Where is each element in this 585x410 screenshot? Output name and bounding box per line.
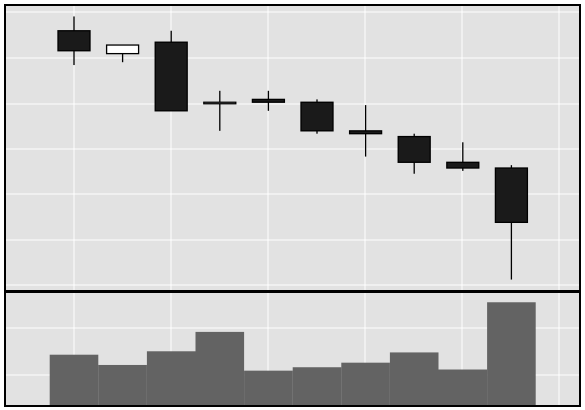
volume-panel [4, 291, 581, 407]
volume-bar [487, 302, 536, 406]
candle-body [300, 101, 334, 132]
volume-panel-border [4, 291, 581, 407]
candle-body [348, 130, 383, 135]
volume-bar [292, 367, 342, 406]
candle-body [494, 167, 529, 224]
volume-bar [389, 352, 439, 406]
volume-bar [341, 362, 390, 406]
volume-bar [244, 370, 293, 406]
volume-bar [49, 354, 99, 406]
candle-body [105, 44, 140, 55]
candle-body [154, 41, 188, 112]
volume-bar [146, 351, 196, 406]
candle-body [203, 101, 237, 105]
price-panel [4, 4, 581, 292]
candle-body [57, 30, 91, 52]
price-panel-background [5, 5, 580, 291]
volume-bar [438, 369, 488, 406]
volume-bar [195, 331, 245, 406]
candle-body [251, 98, 286, 103]
candle-body [397, 135, 431, 163]
volume-bar [98, 364, 147, 406]
candle-body [446, 161, 480, 169]
